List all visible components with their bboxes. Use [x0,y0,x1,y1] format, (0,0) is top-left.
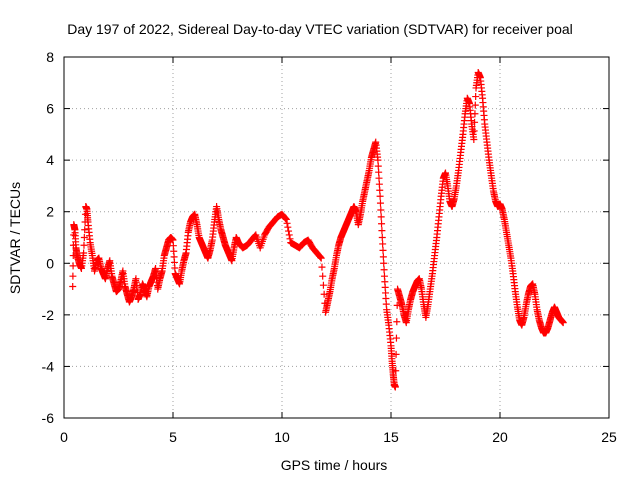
data-point-trace [320,290,328,298]
data-point-trace [69,272,77,280]
data-point-trace [285,231,293,239]
data-point [378,234,386,241]
data-points [69,68,567,391]
y-axis-label: SDTVAR / TECUs [7,182,23,294]
data-point-trace [81,226,89,234]
data-point-trace [80,234,88,241]
y-tick-label: -6 [42,410,55,426]
data-point-trace [319,281,327,289]
data-point-trace [285,227,293,235]
data-point-trace [286,235,294,243]
data-point-trace [376,186,384,194]
data-point-trace [379,253,387,261]
data-point-trace [69,262,77,270]
data-point-trace [377,206,385,214]
data-point [391,383,399,391]
data-point-trace [375,174,383,182]
data-point-trace [282,215,290,223]
data-point-trace [472,93,480,101]
y-tick-label: 0 [46,255,54,271]
grid-lines [64,57,609,418]
y-tick-label: 4 [46,152,54,168]
data-point-trace [283,219,291,227]
data-point-trace [376,199,384,207]
data-point-trace [471,101,479,109]
data-point [282,215,290,223]
data-point-trace [80,241,88,249]
data-point-trace [380,259,388,267]
data-point-trace [281,214,289,222]
data-point-trace [471,118,479,126]
data-point-trace [392,367,400,375]
x-axis-label: GPS time / hours [281,457,388,473]
x-tick-label: 20 [492,429,508,445]
x-tick-label: 15 [383,429,399,445]
data-point-trace [393,301,401,309]
x-tick-label: 25 [601,429,617,445]
data-point-trace [317,253,325,261]
data-point-trace [374,162,382,170]
data-point-trace [375,168,383,176]
axis-ticks: 0 5 10 15 20 25 -6 -4 -2 0 2 4 6 8 [42,49,617,445]
data-point-trace [471,110,479,118]
x-tick-label: 10 [274,429,290,445]
plot-frame [63,56,610,419]
data-point [80,249,88,257]
data-point-trace [392,334,400,342]
data-point-trace [392,350,400,358]
data-point [69,282,77,290]
x-tick-label: 0 [60,429,68,445]
data-point [376,192,384,200]
data-point-trace [380,266,388,274]
data-point-trace [377,213,385,221]
y-tick-label: 8 [46,49,54,65]
data-point-trace [470,127,478,135]
data-point-trace [379,246,387,254]
data-point-trace [393,318,401,326]
data-point-trace [378,227,386,235]
data-point-trace [318,263,326,271]
y-tick-label: -2 [42,307,55,323]
chart-title: Day 197 of 2022, Sidereal Day-to-day VTE… [67,21,573,37]
data-point-trace [379,240,387,248]
data-point-trace [284,223,292,231]
x-tick-label: 5 [169,429,177,445]
y-tick-label: 6 [46,101,54,117]
data-point-trace [319,272,327,280]
data-point [374,156,382,164]
data-point-trace [316,252,324,260]
data-point [470,136,478,144]
data-point [317,254,325,262]
data-point-trace [375,180,383,188]
data-point [559,319,567,327]
data-point-trace [378,220,386,228]
y-tick-label: -4 [42,358,55,374]
y-tick-label: 2 [46,204,54,220]
